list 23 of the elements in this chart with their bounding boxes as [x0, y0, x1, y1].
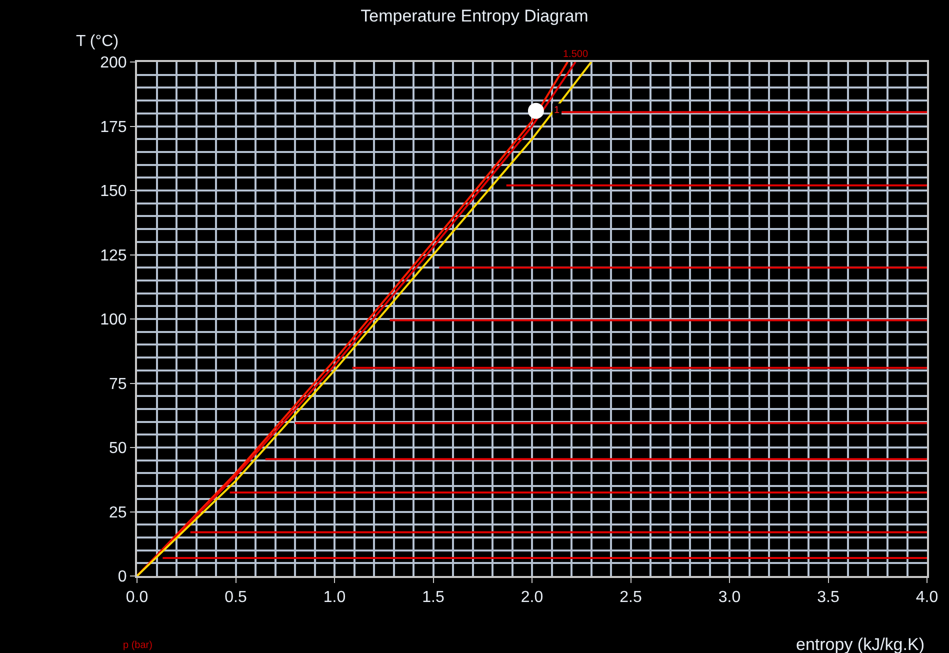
- y-tick-label: 50: [109, 440, 127, 458]
- x-tick-label: 1.5: [422, 589, 444, 606]
- text: p (bar): [123, 640, 152, 651]
- y-tick-label: 200: [100, 54, 127, 72]
- y-tick-label: 175: [100, 118, 127, 136]
- x-tick-label: 3.5: [817, 589, 840, 606]
- x-tick-label: 0.0: [126, 589, 148, 606]
- y-axis-title: T (°C): [76, 33, 119, 50]
- annotation: 1: [554, 105, 560, 116]
- x-tick-label: 4.0: [916, 589, 938, 606]
- x-tick-label: 2.0: [520, 589, 544, 606]
- x-tick-label: 0.5: [224, 589, 247, 606]
- text: 1.500: [563, 49, 588, 60]
- x-tick-label: 2.5: [620, 589, 642, 606]
- x-tick-label: 3.0: [718, 589, 741, 606]
- chart-title: Temperature Entropy Diagram: [360, 6, 588, 26]
- y-tick-label: 150: [100, 183, 127, 200]
- y-tick-label: 100: [100, 312, 127, 329]
- y-tick-label: 25: [109, 504, 127, 522]
- y-tick-label: 125: [100, 247, 127, 264]
- y-tick-label: 0: [118, 568, 127, 586]
- x-tick-label: 1.0: [323, 589, 346, 606]
- y-tick-label: 75: [109, 376, 127, 393]
